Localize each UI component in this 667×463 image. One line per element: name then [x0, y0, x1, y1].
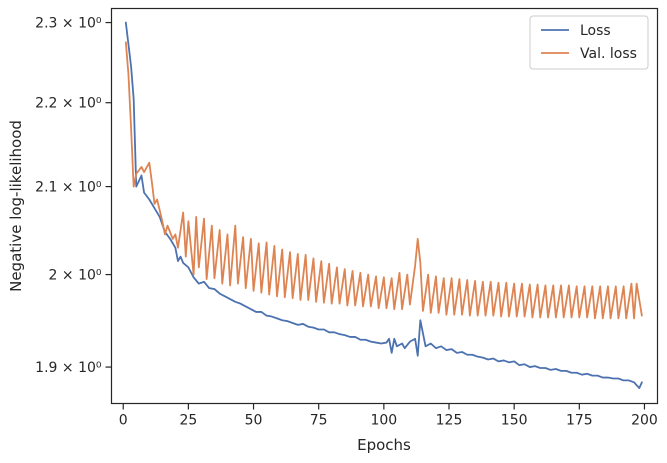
x-tick-label: 75 [310, 413, 328, 429]
x-tick-label: 0 [119, 413, 128, 429]
legend-label-loss: Loss [580, 23, 611, 39]
plot-lines [124, 21, 643, 389]
x-tick-label: 100 [370, 413, 397, 429]
x-tick-label: 25 [179, 413, 197, 429]
y-axis-label: Negative log-likelihood [7, 120, 25, 292]
x-tick-label: 50 [245, 413, 263, 429]
y-tick-label: 2.2 × 10⁰ [35, 96, 102, 112]
x-axis-label: Epochs [357, 436, 411, 454]
y-tick-label: 2 × 10⁰ [49, 268, 102, 284]
y-axis: 1.9 × 10⁰ 2 × 10⁰ 2.1 × 10⁰ 2.2 × 10⁰ 2.3 × … [35, 16, 112, 376]
series-line-loss [124, 21, 643, 389]
x-tick-label: 175 [566, 413, 593, 429]
y-tick-label: 2.3 × 10⁰ [35, 16, 102, 32]
plot-frame [110, 7, 659, 405]
legend: Loss Val. loss [529, 15, 649, 70]
x-axis: 0 25 50 75 100 125 150 175 200 [119, 403, 658, 429]
series-line-val-loss [124, 41, 643, 320]
y-tick-label: 1.9 × 10⁰ [35, 360, 102, 376]
x-tick-label: 200 [631, 413, 658, 429]
y-tick-label: 2.1 × 10⁰ [35, 180, 102, 196]
legend-label-val-loss: Val. loss [580, 46, 637, 62]
x-tick-label: 125 [436, 413, 463, 429]
x-tick-label: 150 [501, 413, 528, 429]
